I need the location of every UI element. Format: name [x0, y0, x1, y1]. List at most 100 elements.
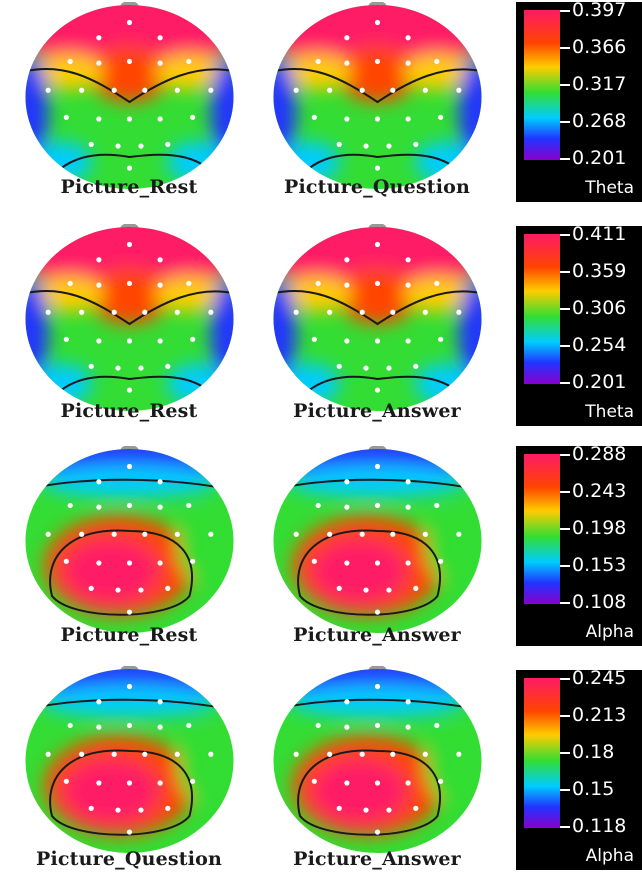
electrode-dot: [138, 143, 144, 149]
electrode-dot: [434, 502, 440, 509]
electrode-dot: [67, 502, 73, 509]
electrode-dot: [327, 531, 333, 537]
electrode-dot: [374, 463, 381, 470]
electrode-dot: [157, 257, 163, 263]
scale-tick: [560, 715, 570, 717]
electrode-dot: [456, 751, 462, 757]
electrode-dot: [208, 309, 214, 315]
electrode-dot: [88, 363, 94, 369]
electrode-dot: [374, 116, 381, 122]
scale-tick: [560, 382, 570, 384]
electrode-dot: [374, 387, 381, 393]
electrode-dot: [126, 463, 133, 470]
electrode-dot: [390, 87, 396, 93]
electrode-dot: [344, 479, 350, 485]
electrode-dot: [405, 699, 411, 705]
scale-tick-label: 0.18: [572, 741, 615, 763]
electrode-dot: [405, 60, 411, 66]
electrode-dot: [344, 60, 350, 66]
electrode-dot: [138, 807, 144, 813]
color-gradient-bar: [524, 234, 560, 384]
electrode-dot: [138, 587, 144, 593]
electrode-dot: [45, 87, 51, 93]
scale-tick: [560, 602, 570, 604]
row-1: Picture_Rest Picture_Question 0.397 0.36…: [0, 0, 642, 218]
electrode-dot: [374, 609, 381, 615]
electrode-dot: [363, 807, 369, 813]
electrode-dot: [157, 479, 163, 485]
electrode-dot: [115, 587, 121, 593]
scale-tick: [560, 752, 570, 754]
electrode-dot: [45, 309, 51, 315]
electrode-dot: [315, 502, 321, 509]
scale-tick-label: 0.201: [572, 371, 627, 393]
electrode-dot: [344, 338, 350, 344]
electrode-dot: [79, 309, 85, 315]
row-3: Picture_Rest Picture_Answer 0.288 0.243 …: [0, 444, 642, 662]
electrode-dot: [111, 751, 117, 757]
electrode-dot: [456, 531, 462, 537]
electrode-dot: [208, 751, 214, 757]
scale-tick: [560, 565, 570, 567]
map-label: Picture_Rest: [60, 176, 198, 198]
color-gradient-bar: [524, 454, 560, 604]
electrode-dot: [79, 531, 85, 537]
topomap: [270, 224, 485, 414]
electrode-dot: [311, 336, 317, 342]
electrode-dot: [422, 87, 428, 93]
electrode-dot: [142, 531, 148, 537]
scale-tick-label: 0.288: [572, 443, 627, 465]
electrode-dot: [142, 309, 148, 315]
row-2: Picture_Rest Picture_Answer 0.411 0.359 …: [0, 222, 642, 440]
electrode-dot: [405, 479, 411, 485]
electrode-dot: [157, 338, 163, 344]
electrode-dot: [111, 309, 117, 315]
map-label: Picture_Answer: [293, 624, 461, 646]
electrode-dot: [45, 531, 51, 537]
topomap-svg: [273, 224, 482, 411]
electrode-dot: [293, 309, 299, 315]
electrode-dot: [126, 387, 133, 393]
electrode-dot: [63, 778, 69, 784]
topomap: [22, 666, 237, 856]
electrode-dot: [126, 829, 133, 835]
electrode-dot: [186, 58, 192, 65]
topomap: [270, 446, 485, 636]
color-scale: 0.288 0.243 0.198 0.153 0.108 Alpha: [516, 443, 642, 646]
electrode-dot: [96, 282, 102, 288]
electrode-dot: [374, 280, 381, 287]
scale-tick: [560, 789, 570, 791]
electrode-dot: [208, 531, 214, 537]
band-label: Theta: [585, 178, 634, 198]
electrode-dot: [405, 282, 411, 288]
electrode-dot: [422, 309, 428, 315]
band-label: Alpha: [585, 846, 634, 866]
color-scale: 0.411 0.359 0.306 0.254 0.201 Theta: [516, 224, 642, 426]
scale-tick-label: 0.306: [572, 297, 627, 319]
scale-tick: [560, 345, 570, 347]
electrode-dot: [63, 558, 69, 564]
electrode-dot: [315, 280, 321, 287]
electrode-dot: [434, 280, 440, 287]
electrode-dot: [422, 531, 428, 537]
electrode-dot: [190, 336, 196, 342]
electrode-dot: [438, 114, 444, 120]
electrode-dot: [405, 338, 411, 344]
scale-tick: [560, 234, 570, 236]
topomap: [22, 224, 237, 414]
scale-tick: [560, 121, 570, 123]
electrode-dot: [79, 87, 85, 93]
electrode-dot: [413, 141, 419, 147]
electrode-dot: [344, 699, 350, 705]
electrode-dot: [315, 722, 321, 729]
color-gradient-bar: [524, 678, 560, 828]
electrode-dot: [190, 558, 196, 564]
electrode-dot: [293, 531, 299, 537]
topomap-svg: [25, 666, 234, 853]
electrode-dot: [142, 87, 148, 93]
electrode-dot: [293, 751, 299, 757]
scale-tick: [560, 308, 570, 310]
electrode-dot: [79, 751, 85, 757]
electrode-dot: [126, 241, 133, 248]
scale-tick: [560, 491, 570, 493]
